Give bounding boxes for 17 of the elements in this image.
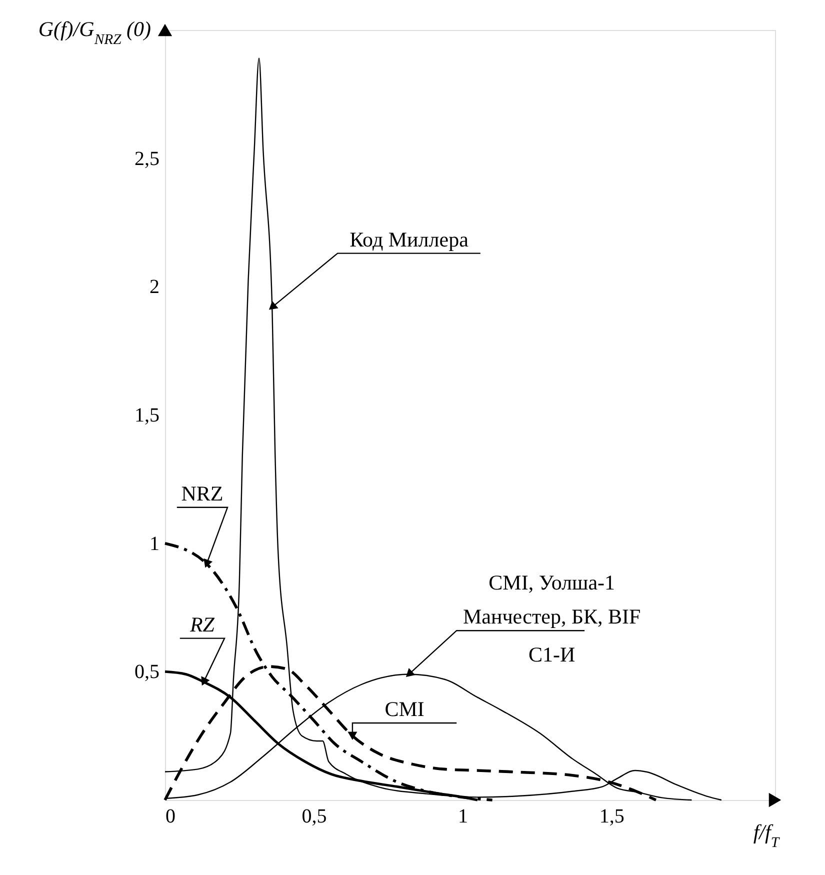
y-tick-label: 0,5	[134, 661, 160, 684]
y-tick-label: 1,5	[134, 404, 160, 426]
series-label: RZ	[188, 612, 215, 636]
y-axis-title: G(f)/G$_{NRZ}$ (0)	[38, 17, 151, 48]
series-label: CMI, Уолша-1 Манчестер, БК, BIF С1-И	[462, 570, 641, 667]
y-tick-label: 2,5	[134, 148, 160, 170]
x-tick-label: 1	[458, 806, 468, 828]
series-label: CMI	[384, 697, 424, 721]
x-tick-label: 0	[166, 806, 176, 828]
y-tick-label: 1	[150, 532, 160, 555]
x-tick-label: 0,5	[302, 806, 327, 828]
x-tick-label: 1,5	[599, 806, 624, 828]
line-series	[164, 58, 722, 801]
text: Код Миллера	[350, 227, 470, 252]
y-tick-label: 2	[150, 276, 160, 298]
series-label: NRZ	[181, 481, 224, 506]
x-axis-title: f/f$_{T}$	[753, 820, 781, 851]
